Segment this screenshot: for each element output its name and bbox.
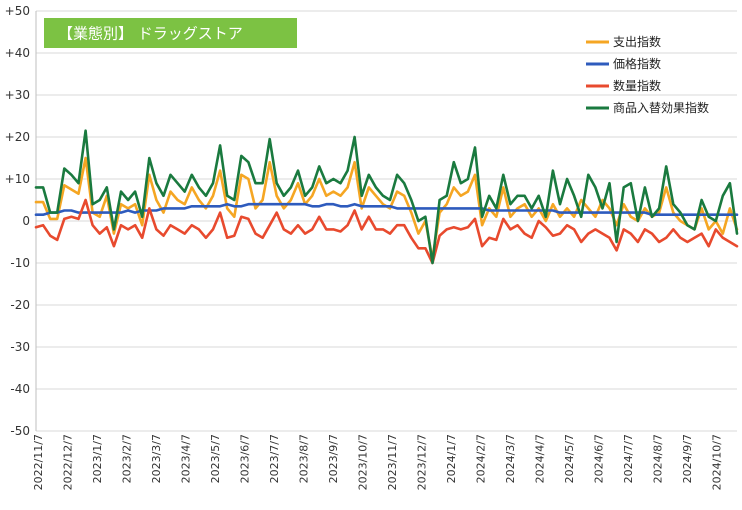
y-tick-label: -20 [10, 298, 30, 312]
x-tick-label: 2022/11/7 [32, 434, 45, 490]
x-tick-label: 2024/6/7 [593, 434, 606, 483]
chart-title-background [44, 18, 297, 48]
legend-label-0: 支出指数 [613, 34, 661, 49]
y-tick-label: +30 [5, 88, 30, 102]
y-axis-ticks: +50 +40 +30 +20 +10 0 -10 -20 -30 -40 -50 [5, 4, 30, 438]
x-tick-label: 2023/10/7 [357, 434, 370, 490]
x-tick-label: 2023/9/7 [327, 434, 340, 483]
x-tick-label: 2023/1/7 [91, 434, 104, 483]
x-tick-label: 2023/6/7 [239, 434, 252, 483]
x-tick-label: 2023/8/7 [298, 434, 311, 483]
y-tick-label: +40 [5, 46, 30, 60]
x-tick-label: 2023/4/7 [180, 434, 193, 483]
y-tick-label: +50 [5, 4, 30, 18]
series-layer [34, 129, 739, 265]
x-tick-label: 2023/12/7 [416, 434, 429, 490]
legend-label-2: 数量指数 [613, 78, 661, 93]
x-tick-label: 2024/7/7 [622, 434, 635, 483]
x-tick-label: 2023/11/7 [386, 434, 399, 490]
legend-label-1: 価格指数 [613, 56, 661, 71]
x-tick-label: 2023/2/7 [121, 434, 134, 483]
x-tick-label: 2024/9/7 [681, 434, 694, 483]
legend-label-3: 商品入替効果指数 [613, 100, 709, 115]
series-line-2 [34, 198, 739, 265]
chart-title: 【業態別】 ドラッグストア [58, 25, 243, 43]
x-tick-label: 2024/8/7 [652, 434, 665, 483]
y-tick-label: -50 [10, 424, 30, 438]
y-tick-label: -10 [10, 256, 30, 270]
x-tick-label: 2024/2/7 [475, 434, 488, 483]
x-tick-label: 2024/5/7 [563, 434, 576, 483]
x-tick-label: 2024/1/7 [445, 434, 458, 483]
y-tick-label: -40 [10, 382, 30, 396]
y-tick-label: +20 [5, 130, 30, 144]
x-tick-label: 2024/4/7 [534, 434, 547, 483]
y-tick-label: 0 [22, 214, 30, 228]
chart-title-box: 【業態別】 ドラッグストア [44, 18, 297, 48]
y-tick-label: +10 [5, 172, 30, 186]
x-tick-label: 2023/5/7 [209, 434, 222, 483]
x-tick-label: 2024/3/7 [504, 434, 517, 483]
x-tick-label: 2023/7/7 [268, 434, 281, 483]
x-tick-label: 2023/3/7 [150, 434, 163, 483]
x-axis-ticks: 2022/11/7 2022/12/7 2023/1/7 2023/2/7 2023/3… [32, 434, 724, 490]
y-tick-label: -30 [10, 340, 30, 354]
series-line-3 [34, 129, 739, 265]
x-tick-label: 2022/12/7 [62, 434, 75, 490]
x-tick-label: 2024/10/7 [711, 434, 724, 490]
